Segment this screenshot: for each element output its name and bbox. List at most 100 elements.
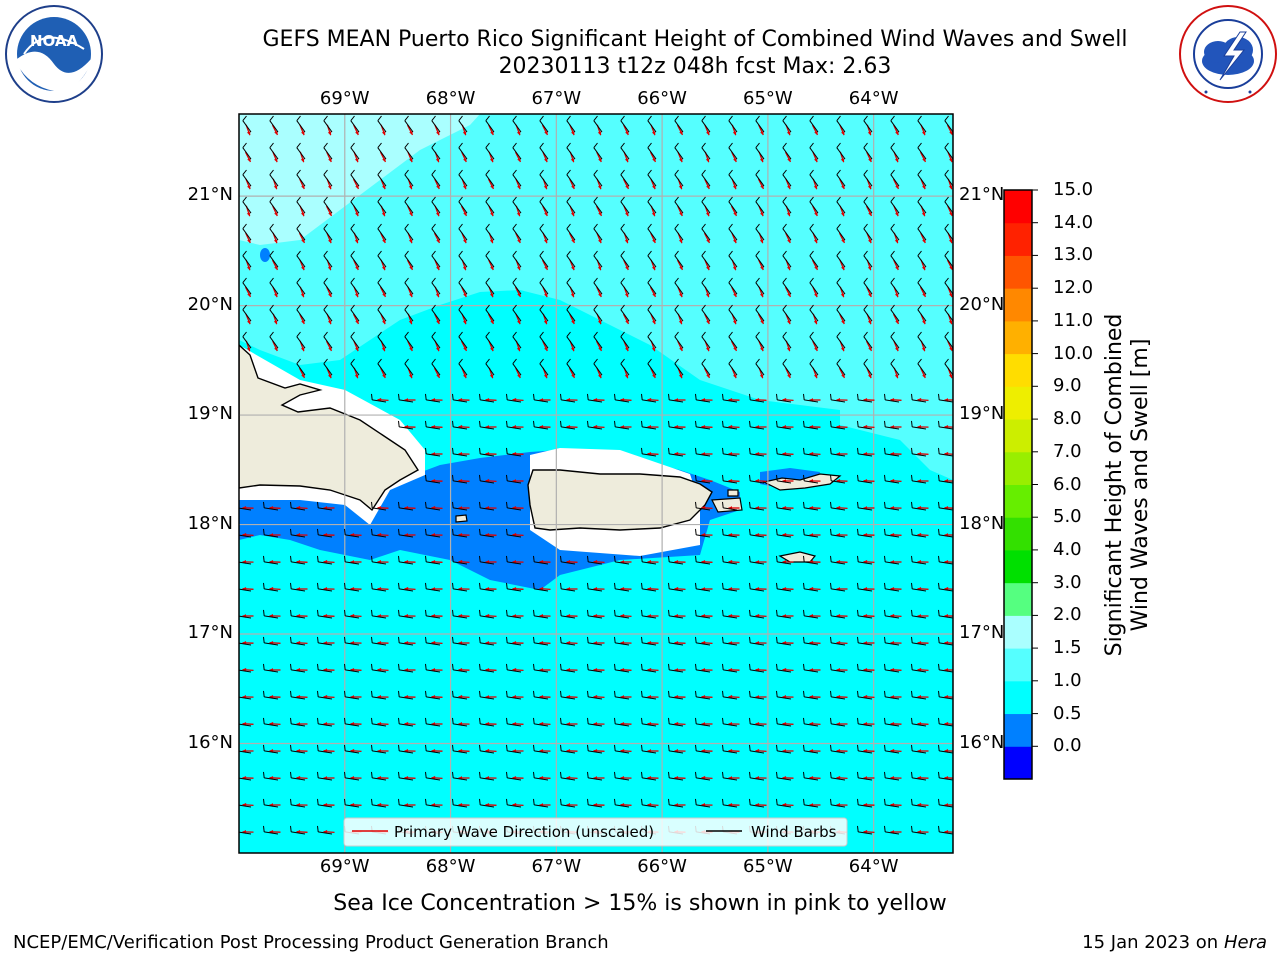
wind-barb — [939, 507, 953, 511]
wave-arrow-head — [840, 212, 845, 217]
wind-barb-flag — [749, 609, 751, 616]
wind-barb — [831, 615, 846, 619]
wave-arrow-head — [354, 158, 359, 163]
wave-arrow-head — [517, 185, 521, 190]
wind-barb-flag — [512, 142, 517, 149]
wind-barb — [539, 201, 549, 214]
wave-arrow-head — [706, 373, 710, 378]
wind-barb — [453, 534, 468, 538]
wind-barb-flag — [425, 501, 427, 508]
wind-barb-flag — [377, 277, 382, 284]
wind-barb-flag — [506, 474, 508, 481]
wind-barb — [534, 777, 549, 781]
wind-barb — [296, 147, 306, 160]
wind-barb-flag — [377, 250, 382, 257]
wind-barb — [701, 120, 711, 133]
wind-barb — [345, 777, 360, 781]
wind-barb-flag — [884, 636, 886, 643]
wind-barb-flag — [728, 331, 733, 338]
wind-barb-flag — [398, 798, 400, 805]
wind-barb — [836, 309, 846, 322]
wind-barb — [750, 777, 765, 781]
wave-arrow-head — [814, 158, 818, 163]
wave-arrow-head — [868, 158, 872, 162]
wind-barb — [345, 534, 360, 538]
wind-barb — [777, 696, 792, 700]
wind-barb-flag — [263, 744, 265, 751]
wind-barb-flag — [938, 420, 940, 427]
colorbar-tick-label: 12.0 — [1053, 277, 1094, 299]
wave-arrow-head — [598, 374, 602, 379]
colorbar-tick-label: 14.0 — [1053, 211, 1094, 233]
wind-barb — [647, 201, 657, 214]
wind-barb-flag — [755, 142, 760, 149]
wind-barb — [890, 282, 900, 295]
wind-barb-flag — [237, 772, 238, 778]
wind-barb-flag — [911, 447, 913, 454]
wind-barb-flag — [911, 744, 913, 751]
wind-barb-flag — [593, 277, 598, 284]
wind-barb-flag — [695, 501, 697, 508]
wind-barb — [377, 201, 387, 214]
wind-barb-flag — [593, 250, 598, 257]
wind-barb — [431, 309, 441, 322]
wind-barb-flag — [884, 393, 886, 400]
wind-barb — [458, 201, 468, 214]
wind-barb — [318, 669, 333, 673]
wave-arrow-head — [922, 239, 926, 243]
wind-barb — [701, 336, 711, 349]
wind-barb-flag — [452, 447, 454, 454]
wave-arrow-head — [273, 239, 278, 244]
wave-arrow-head — [624, 374, 629, 379]
wind-barb — [858, 480, 873, 484]
wind-barb-flag — [323, 223, 328, 230]
wind-barb-flag — [830, 798, 832, 805]
wind-barb-flag — [317, 825, 319, 832]
wave-arrow-head — [301, 266, 305, 271]
wind-barb — [404, 174, 414, 187]
wave-arrow-head — [544, 347, 548, 351]
wind-barb — [296, 255, 306, 268]
wind-barb-flag — [479, 771, 481, 778]
wind-barb-flag — [884, 420, 886, 427]
wind-barb-flag — [560, 582, 562, 589]
wave-arrow-head — [597, 131, 602, 136]
wave-arrow-head — [787, 374, 791, 378]
wave-arrow-head — [624, 293, 629, 298]
wind-barb — [566, 309, 576, 322]
wind-barb — [858, 750, 873, 754]
wind-barb-flag — [587, 420, 589, 427]
wave-arrow-head — [327, 320, 332, 325]
wind-barb-flag — [917, 115, 922, 122]
wind-barb-flag — [587, 744, 589, 751]
axis-label: 65°W — [743, 856, 793, 877]
wind-barb-flag — [884, 447, 886, 454]
wind-barb — [588, 588, 603, 592]
wave-arrow-head — [381, 212, 386, 217]
wind-barb — [885, 588, 900, 592]
wind-barb — [399, 399, 414, 403]
wind-barb-flag — [938, 447, 940, 454]
wind-barb-flag — [512, 223, 517, 230]
wind-barb — [669, 453, 684, 457]
wind-barb — [723, 669, 738, 673]
wind-barb — [372, 588, 387, 592]
wave-arrow-head — [814, 212, 818, 216]
wind-barb — [399, 669, 414, 673]
axis-label: 68°W — [425, 856, 476, 877]
wind-barb-flag — [425, 717, 427, 724]
wave-arrow-head — [868, 346, 872, 351]
wind-barb — [755, 255, 765, 268]
wind-barb-flag — [404, 142, 409, 149]
wind-barb-flag — [344, 555, 346, 562]
wind-barb-flag — [290, 582, 292, 589]
wind-barb — [669, 777, 684, 781]
wind-barb — [350, 201, 360, 214]
wave-arrow-head — [949, 265, 953, 270]
wind-barb — [750, 399, 765, 403]
wind-barb — [642, 804, 657, 808]
wind-barb — [836, 282, 846, 295]
wind-barb-flag — [830, 474, 832, 481]
wind-barb — [669, 669, 684, 673]
wind-barb — [264, 723, 279, 727]
